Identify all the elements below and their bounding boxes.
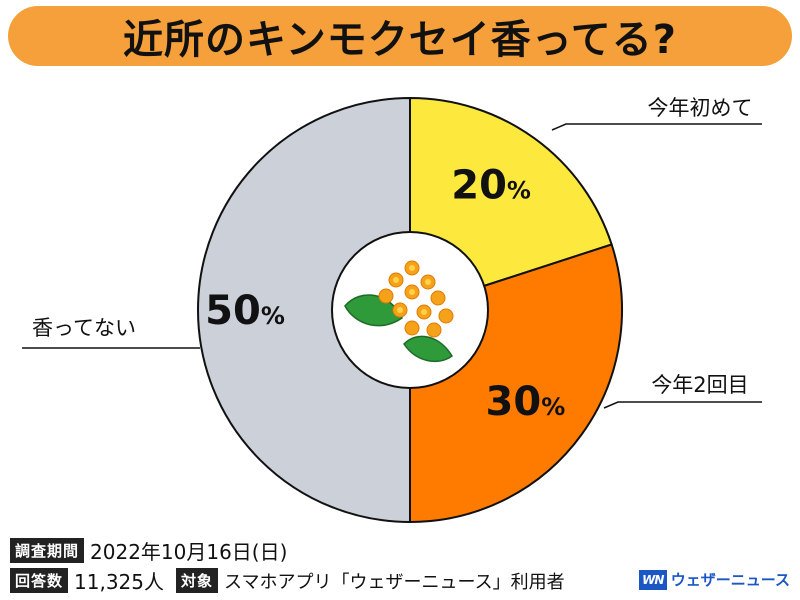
slice-value-label: 50% — [205, 288, 285, 334]
count-value: 11,325人 — [74, 570, 164, 594]
slice-value-label: 30% — [486, 379, 566, 425]
category-label: 今年2回目 — [651, 373, 748, 397]
footer-period-row: 調査期間 2022年10月16日(日) — [10, 536, 299, 565]
footer-count-row: 回答数 11,325人 対象 スマホアプリ「ウェザーニュース」利用者 — [10, 566, 577, 595]
category-label: 今年初めて — [648, 96, 753, 120]
chart-title: 近所のキンモクセイ香ってる? — [122, 17, 677, 63]
period-value: 2022年10月16日(日) — [90, 540, 288, 564]
weathernews-logo-icon: WN — [638, 569, 667, 590]
target-value: スマホアプリ「ウェザーニュース」利用者 — [224, 571, 565, 593]
leader-line — [603, 401, 762, 409]
target-tag: 対象 — [176, 568, 219, 593]
osmanthus-flower-icon — [331, 231, 489, 389]
period-tag: 調査期間 — [10, 538, 85, 563]
brand-name: ウェザーニュース — [670, 571, 790, 589]
leader-line — [551, 123, 762, 131]
title-banner: 近所のキンモクセイ香ってる? — [8, 6, 792, 66]
slice-value-label: 20% — [451, 163, 531, 209]
pie-slice — [197, 96, 411, 524]
count-tag: 回答数 — [10, 568, 69, 593]
category-label: 香ってない — [32, 316, 136, 340]
brand-logo: WN ウェザーニュース — [638, 569, 790, 590]
